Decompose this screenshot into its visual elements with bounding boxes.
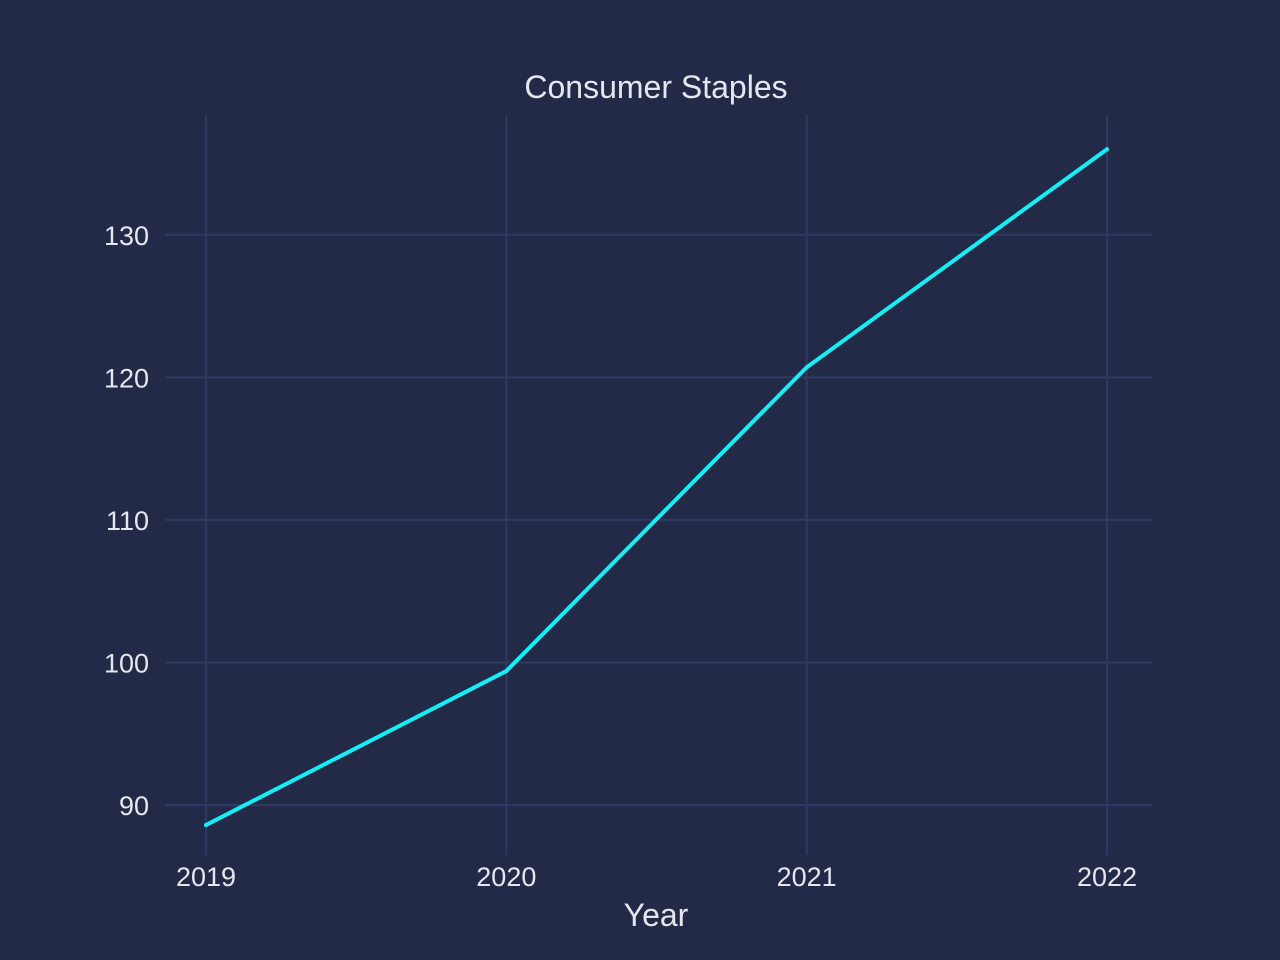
data-point xyxy=(504,669,509,674)
x-axis-label: Year xyxy=(624,897,689,933)
y-tick-label: 100 xyxy=(104,649,149,679)
tick-layer: 2019 2020 2021 2022 90 100 110 120 130 xyxy=(104,221,1137,892)
x-tick-label: 2021 xyxy=(777,862,837,892)
data-point xyxy=(804,365,809,370)
x-tick-label: 2019 xyxy=(176,862,236,892)
y-tick-label: 120 xyxy=(104,363,149,393)
data-point xyxy=(204,823,208,828)
series-line xyxy=(204,147,1109,828)
y-tick-label: 110 xyxy=(106,506,149,536)
y-tick-label: 130 xyxy=(104,221,149,251)
x-tick-label: 2022 xyxy=(1077,862,1137,892)
series-layer xyxy=(204,147,1109,828)
data-point xyxy=(1105,147,1109,152)
y-tick-label: 90 xyxy=(119,791,149,821)
x-tick-label: 2020 xyxy=(476,862,536,892)
chart-title: Consumer Staples xyxy=(524,69,787,105)
